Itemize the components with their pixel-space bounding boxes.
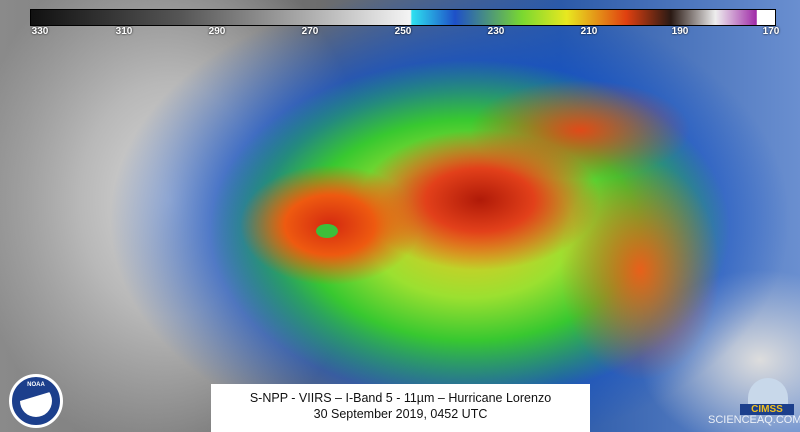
caption-title: S-NPP - VIIRS – I-Band 5 - 11µm – Hurric… — [249, 391, 552, 405]
colorbar-tick: 330 — [31, 26, 49, 37]
colorbar-tick: 190 — [671, 26, 689, 37]
colorbar-tick: 270 — [301, 26, 319, 37]
cimss-logo: CIMSS — [738, 378, 796, 424]
colorbar-tick: 230 — [487, 26, 505, 37]
hurricane-eye — [316, 224, 338, 238]
colorbar-tick: 170 — [762, 26, 780, 37]
image-caption: S-NPP - VIIRS – I-Band 5 - 11µm – Hurric… — [211, 384, 590, 432]
colorbar-tick: 290 — [208, 26, 226, 37]
colorbar-tick: 210 — [580, 26, 598, 37]
dome-icon — [748, 378, 788, 406]
colorbar-tick: 250 — [394, 26, 412, 37]
caption-date: 30 September 2019, 0452 UTC — [313, 407, 488, 421]
cimss-logo-text: CIMSS — [740, 404, 794, 415]
temperature-colorbar — [30, 9, 776, 26]
seagull-icon — [20, 391, 52, 417]
noaa-logo-text: NOAA — [27, 382, 45, 388]
noaa-logo: NOAA — [9, 374, 63, 428]
watermark: SCIENCEAQ.COM — [708, 414, 800, 426]
colorbar-tick: 310 — [115, 26, 133, 37]
